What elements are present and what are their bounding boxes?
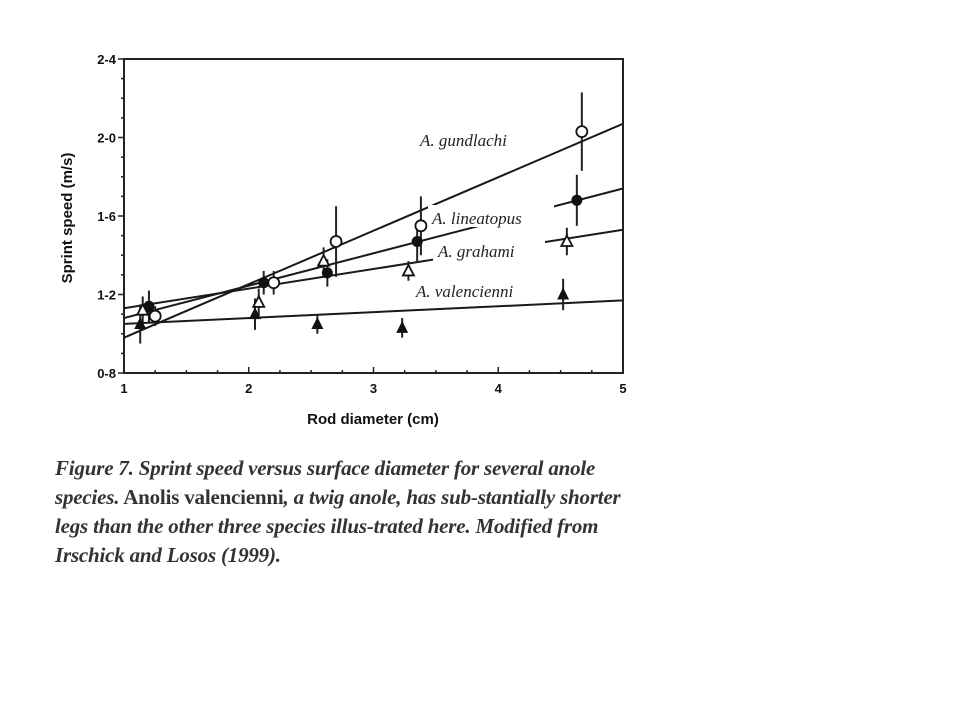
y-axis-title: Sprint speed (m/s) [59,153,76,284]
data-point [575,125,589,139]
label-background [428,205,554,227]
caption-part-2: Anolis valencienni [119,485,284,509]
data-point [251,294,266,308]
data-point [148,309,162,323]
data-point [396,320,409,333]
data-point [557,287,570,300]
y-tick-label: 0-8 [97,366,116,381]
data-point [248,307,261,320]
y-tick-label: 1-2 [97,288,116,303]
x-tick-label: 2 [245,381,252,396]
data-point [135,302,150,316]
caption-part-1: Figure 7. Sprint speed versus surface di… [55,456,596,509]
y-tick-label: 2-0 [97,131,116,146]
data-point [329,235,343,248]
y-tick-label: 2-4 [97,52,117,67]
data-point [571,194,583,206]
y-tick-label: 1-6 [97,209,116,224]
x-tick-label: 4 [495,381,503,396]
series-label: A. grahami [437,242,515,261]
data-point [321,267,333,279]
data-point [311,316,324,329]
x-tick-label: 1 [120,381,127,396]
fit-line [123,228,624,310]
data-point [401,263,416,277]
fit-lines [123,122,624,339]
data-point [411,236,423,248]
data-point [414,219,428,233]
axes: 1 2 3 4 5 0-8 1-2 1-6 2-0 2-4 [97,52,626,396]
x-tick-label: 3 [370,381,377,396]
label-background [433,239,545,261]
data-point [134,316,147,329]
fit-line [123,299,624,325]
data-point [258,277,270,289]
series-label: A. gundlachi [419,131,507,150]
sprint-speed-chart: 1 2 3 4 5 0-8 1-2 1-6 2-0 2-4 A. gundlachi A. line… [59,52,627,428]
series-label: A. lineatopus [431,209,522,228]
series-label: A. valencienni [415,282,514,301]
caption-part-3: , a twig anole, has sub-stantially short… [55,485,621,567]
data-point [316,253,331,267]
x-tick-label: 5 [619,381,626,396]
data-points [134,125,589,333]
data-point [267,276,281,290]
figure-caption: Figure 7. Sprint speed versus surface di… [55,454,635,570]
series-labels: A. gundlachi A. lineatopus A. grahami A. va… [415,131,554,301]
x-axis-title: Rod diameter (cm) [307,411,439,428]
fit-line [123,122,624,339]
data-point [559,233,574,247]
